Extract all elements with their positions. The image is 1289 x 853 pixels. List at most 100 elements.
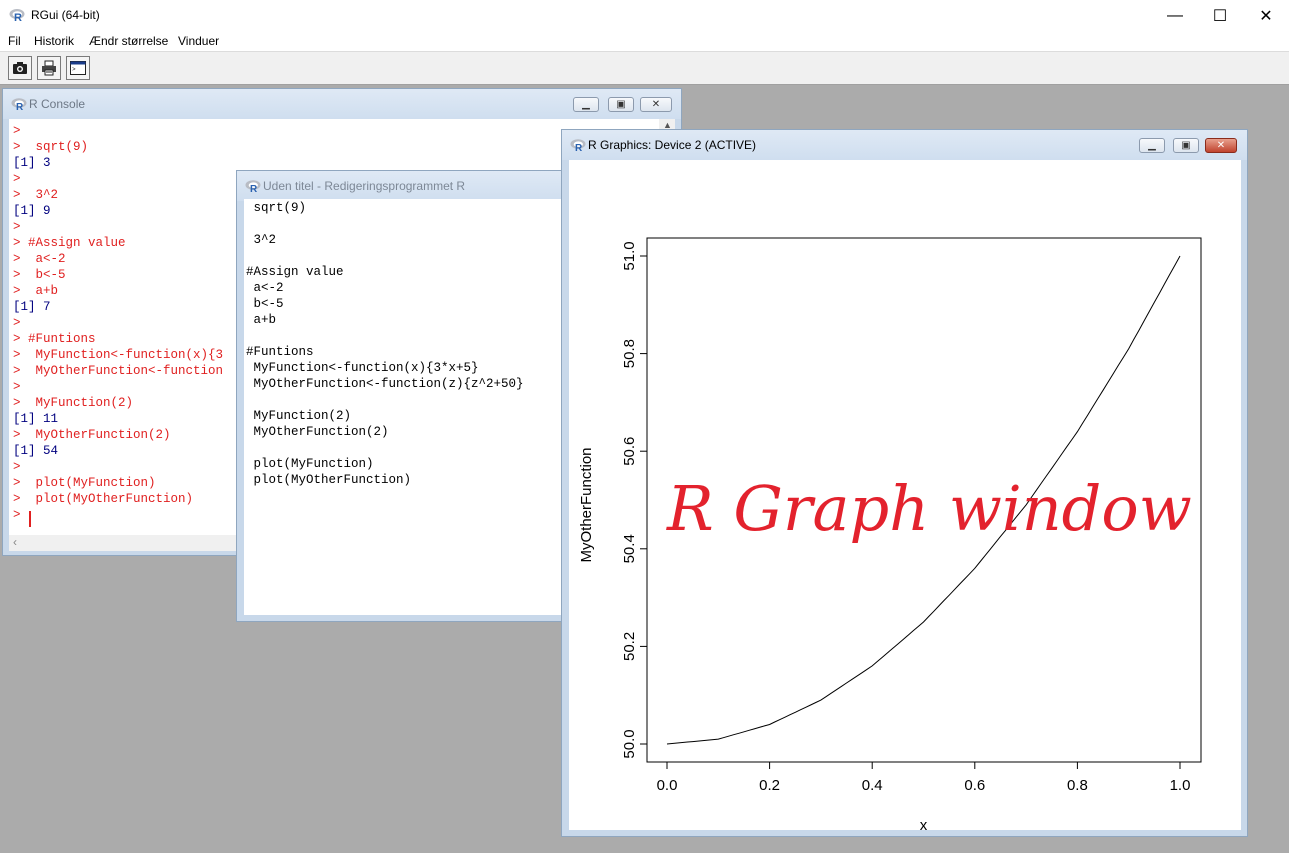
console-input-line: > a+b [13,284,59,298]
console-output-line: [1] 54 [13,444,59,458]
console-minimize-button[interactable]: ▁ [573,97,599,112]
console-output-line: [1] 11 [13,412,59,426]
r-graphics-window[interactable]: R R Graphics: Device 2 (ACTIVE) ▁ ▣ ✕ 0.… [561,129,1248,837]
graphics-minimize-button[interactable]: ▁ [1139,138,1165,153]
minimize-icon: ▁ [582,99,590,110]
editor-line: 3^2 [246,233,277,247]
editor-title: Uden titel - Redigeringsprogrammet R [263,179,466,193]
console-window-icon: > [70,61,86,75]
plot-svg: 0.0 0.2 0.4 0.6 0.8 1.0 50.0 50.2 50.4 50.6 50.8 51… [578,237,1202,834]
console-input-line: > [13,380,21,394]
menu-bar: Fil Historik Ændr størrelse Vinduer [0,31,1289,51]
editor-line: b<-5 [246,297,284,311]
editor-line: MyFunction<-function(x){3*x+5} [246,361,479,375]
console-output-line: [1] 3 [13,156,51,170]
plot-frame [646,237,1202,763]
console-close-button[interactable]: ✕ [640,97,672,112]
console-input-line: > [13,172,21,186]
x-tick-label: 0.4 [862,777,883,794]
app-title-bar: R RGui (64-bit) — ☐ ✕ [0,0,1289,31]
svg-text:R: R [14,12,22,23]
menu-vinduer[interactable]: Vinduer [178,34,220,48]
copy-to-clipboard-button[interactable] [8,56,32,80]
printer-icon [42,60,56,76]
r-console-title-bar[interactable]: R R Console ▁ ▣ ✕ [3,89,681,119]
close-button[interactable]: ✕ [1243,0,1289,31]
editor-title-bar[interactable]: R Uden titel - Redigeringsprogrammet R [237,171,575,201]
x-tick-label: 0.8 [1067,777,1088,794]
console-restore-button[interactable]: ▣ [608,97,634,112]
minimize-icon: ▁ [1148,140,1156,151]
graphics-title: R Graphics: Device 2 (ACTIVE) [588,138,757,152]
r-logo-icon: R [570,139,586,152]
console-input-line: > [13,316,21,330]
console-input-line: > sqrt(9) [13,140,89,154]
app-title: RGui (64-bit) [31,8,100,22]
console-input-line: > [13,508,21,522]
x-axis-label: x [920,817,928,830]
svg-text:R: R [16,102,24,111]
script-editor-window[interactable]: R Uden titel - Redigeringsprogrammet R s… [236,170,576,622]
graphics-title-bar[interactable]: R R Graphics: Device 2 (ACTIVE) ▁ ▣ ✕ [562,130,1247,160]
svg-text:>: > [72,66,76,73]
editor-line: #Funtions [246,345,314,359]
console-input-line: > a<-2 [13,252,66,266]
y-axis-label: MyOtherFunction [578,447,595,562]
console-input-line: > [13,124,21,138]
r-logo-icon: R [11,98,27,111]
script-editor-textarea[interactable]: sqrt(9) 3^2 #Assign value a<-2 b<-5 a+b #F… [244,199,570,615]
editor-line: plot(MyOtherFunction) [246,473,412,487]
graphics-close-button[interactable]: ✕ [1205,138,1237,153]
editor-line: a<-2 [246,281,284,295]
editor-line: MyFunction(2) [246,409,352,423]
toolbar: > [0,51,1289,85]
y-tick-label: 50.6 [621,437,638,466]
close-icon: ✕ [651,99,661,110]
console-input-line: > MyFunction(2) [13,396,134,410]
minimize-button[interactable]: — [1152,0,1198,31]
editor-line: MyOtherFunction(2) [246,425,389,439]
editor-line: a+b [246,313,277,327]
svg-text:R: R [250,184,258,193]
menu-historik[interactable]: Historik [34,34,75,48]
console-input-line: > [13,220,21,234]
y-tick-label: 50.8 [621,339,638,368]
r-logo-icon: R [9,9,25,23]
editor-line: plot(MyFunction) [246,457,374,471]
camera-icon [13,62,27,74]
console-input-line: > #Funtions [13,332,96,346]
y-tick-label: 50.0 [621,729,638,758]
text-cursor [29,511,31,527]
r-console-title: R Console [29,97,86,111]
console-output-line: [1] 7 [13,300,51,314]
x-tick-label: 0.6 [964,777,985,794]
console-input-line: > MyOtherFunction(2) [13,428,171,442]
editor-line: MyOtherFunction<-function(z){z^2+50} [246,377,524,391]
print-button[interactable] [37,56,61,80]
restore-icon: ▣ [616,99,626,110]
maximize-button[interactable]: ☐ [1197,0,1243,31]
close-icon: ✕ [1259,7,1273,25]
menu-aendr-stoerrelse[interactable]: Ændr størrelse [89,34,169,48]
console-input-line: > 3^2 [13,188,59,202]
console-button[interactable]: > [66,56,90,80]
scroll-left-icon[interactable]: ‹ [13,535,17,549]
x-tick-label: 0.2 [759,777,780,794]
editor-line: sqrt(9) [246,201,307,215]
console-input-line: > MyFunction<-function(x){3 [13,348,224,362]
editor-line: #Assign value [246,265,344,279]
x-tick-label: 1.0 [1170,777,1191,794]
console-output-line: [1] 9 [13,204,51,218]
y-tick-label: 51.0 [621,241,638,270]
graphics-restore-button[interactable]: ▣ [1173,138,1199,153]
restore-icon: ▣ [1181,140,1191,151]
scroll-up-icon[interactable]: ▲ [663,120,672,130]
graphics-canvas[interactable]: 0.0 0.2 0.4 0.6 0.8 1.0 50.0 50.2 50.4 50.6 50.8 51… [569,160,1241,834]
close-icon: ✕ [1216,140,1226,151]
y-tick-label: 50.4 [621,534,638,563]
minimize-icon: — [1167,6,1183,24]
x-tick-label: 0.0 [657,777,678,794]
console-input-line: > plot(MyFunction) [13,476,156,490]
console-input-line: > plot(MyOtherFunction) [13,492,194,506]
menu-fil[interactable]: Fil [8,34,21,48]
